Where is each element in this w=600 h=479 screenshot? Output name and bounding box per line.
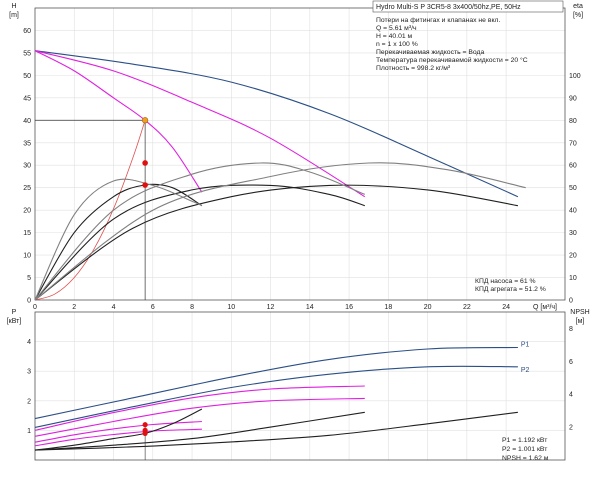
x-tick-label: 10	[227, 304, 235, 311]
y-tick-label-left: 2	[27, 398, 31, 405]
y-tick-label-left: 55	[23, 50, 31, 57]
y-tick-label-right: 90	[569, 95, 577, 102]
power-readout: NPSH = 1.62 м	[502, 455, 549, 462]
y-tick-label-right: 4	[569, 392, 573, 399]
info-line: H = 40.01 м	[376, 33, 413, 40]
x-tick-label: 8	[190, 304, 194, 311]
y-tick-label-right: 50	[569, 185, 577, 192]
y-tick-label-right: 30	[569, 230, 577, 237]
x-tick-label: 6	[151, 304, 155, 311]
x-tick-label: 2	[72, 304, 76, 311]
head-curve	[34, 50, 519, 198]
efficiency-curve	[34, 183, 203, 301]
chart-title: Hydro Multi-S P 3CR5-8 3x400/50hz,PE, 50…	[376, 4, 521, 11]
power-curve-p1	[34, 346, 518, 420]
y-tick-label-left: 25	[23, 185, 31, 192]
efficiency-curve	[34, 184, 518, 301]
y-tick-label-right: 10	[569, 275, 577, 282]
y-tick-label-right: 70	[569, 140, 577, 147]
series-label-p1: P1	[521, 342, 530, 349]
duty-point-marker	[142, 422, 148, 428]
y-tick-label-left: 40	[23, 118, 31, 125]
y-tick-label-left: 3	[27, 369, 31, 376]
power-curve	[34, 428, 202, 447]
y-axis-unit-right: [м]	[576, 318, 585, 325]
power-curve	[34, 411, 518, 451]
y-tick-label-left: 4	[27, 339, 31, 346]
y-tick-label-left: 15	[23, 230, 31, 237]
x-tick-label: 16	[345, 304, 353, 311]
series-label-p2: P2	[521, 367, 530, 374]
efficiency-curve	[34, 178, 203, 301]
y-axis-unit-left: [m]	[9, 12, 19, 19]
y-axis-unit-left: [кВт]	[7, 318, 22, 325]
duty-point-marker	[142, 430, 148, 436]
info-line: Перекачиваемая жидкость = Вода	[376, 49, 485, 56]
head-curve	[34, 50, 366, 198]
info-line: Температура перекачиваемой жидкости = 20…	[376, 56, 528, 64]
efficiency-curve	[34, 162, 526, 301]
y-tick-label-right: 60	[569, 163, 577, 170]
y-tick-label-left: 45	[23, 95, 31, 102]
x-tick-label: 12	[267, 304, 275, 311]
efficiency-curve	[34, 162, 366, 301]
power-curve	[34, 420, 202, 443]
y-axis-unit-right: [%]	[573, 12, 583, 19]
title-box	[372, 0, 564, 13]
power-readout: P2 = 1.001 кВт	[502, 446, 547, 453]
x-tick-label: 14	[306, 304, 314, 311]
duty-point-marker	[142, 182, 148, 188]
efficiency-readout: КПД агрегата = 51.2 %	[475, 286, 546, 293]
y-tick-label-left: 30	[23, 163, 31, 170]
head-curve	[34, 50, 203, 193]
power-curve-p2	[34, 365, 518, 428]
power-curve	[34, 385, 365, 431]
y-tick-label-left: 5	[27, 275, 31, 282]
y-axis-label-left: P	[12, 309, 17, 316]
duty-point-marker	[142, 160, 148, 166]
info-line: n = 1 x 100 %	[376, 41, 418, 48]
y-tick-label-right: 6	[569, 359, 573, 366]
x-tick-label: 22	[463, 304, 471, 311]
power-readout: P1 = 1.192 кВт	[502, 437, 547, 444]
info-line: Плотность = 998.2 кг/м³	[376, 65, 451, 72]
y-tick-label-right: 80	[569, 118, 577, 125]
y-axis-label-right: NPSH	[570, 309, 589, 316]
y-tick-label-left: 60	[23, 28, 31, 35]
x-tick-label: 18	[384, 304, 392, 311]
efficiency-readout: КПД насоса = 61 %	[475, 278, 536, 285]
bottom-plot-frame	[34, 311, 566, 461]
y-tick-label-left: 20	[23, 208, 31, 215]
y-tick-label-right: 100	[569, 73, 581, 80]
x-tick-label: 20	[424, 304, 432, 311]
y-tick-label-left: 35	[23, 140, 31, 147]
power-curve	[34, 411, 365, 451]
top-plot-frame	[34, 7, 566, 301]
system-curve	[34, 120, 146, 301]
info-line: Потери на фитингах и клапанах не вкл.	[376, 17, 500, 24]
y-tick-label-right: 2	[569, 425, 573, 432]
x-tick-label: 24	[502, 304, 510, 311]
x-tick-label: 0	[33, 304, 37, 311]
y-tick-label-right: 8	[569, 326, 573, 333]
duty-point-marker	[142, 117, 149, 124]
y-axis-label-left: H	[11, 3, 16, 10]
y-tick-label-left: 0	[27, 298, 31, 305]
y-tick-label-left: 10	[23, 253, 31, 260]
x-axis-label: Q [м³/ч]	[533, 304, 557, 311]
y-tick-label-right: 20	[569, 253, 577, 260]
y-tick-label-right: 40	[569, 208, 577, 215]
y-axis-label-right: eta	[573, 3, 583, 10]
x-tick-label: 4	[112, 304, 116, 311]
y-tick-label-left: 1	[27, 428, 31, 435]
efficiency-curve	[34, 184, 365, 301]
y-tick-label-right: 0	[569, 298, 573, 305]
power-curve	[34, 397, 365, 437]
info-line: Q = 5.61 м³/ч	[376, 25, 417, 32]
power-curve	[34, 408, 203, 451]
y-tick-label-left: 50	[23, 73, 31, 80]
